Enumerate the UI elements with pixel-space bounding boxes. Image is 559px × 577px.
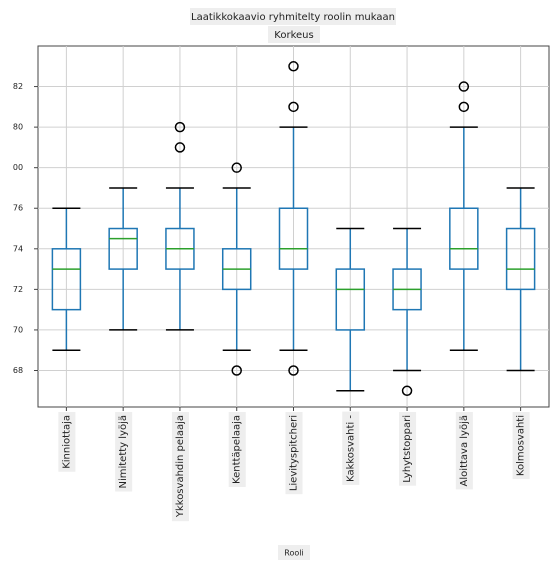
x-tick-label-group: Aloittava lyöjä bbox=[455, 412, 473, 490]
x-label-bg bbox=[278, 545, 310, 560]
x-tick-label-bg bbox=[171, 412, 189, 522]
x-tick-label-bg bbox=[58, 412, 76, 472]
y-tick-label: 72 bbox=[13, 285, 23, 294]
y-tick-label: 82 bbox=[13, 82, 23, 91]
x-tick-label: Kolmosvahti bbox=[516, 415, 527, 476]
x-tick-label-group: Kenttäpelaaja bbox=[228, 412, 246, 487]
x-tick-label-group: Kakkosvahti - bbox=[342, 411, 360, 485]
x-tick-label: Lyhytstoppari bbox=[402, 415, 413, 483]
outlier bbox=[231, 365, 242, 376]
box bbox=[505, 227, 536, 291]
x-tick-label: Aloittava lyöjä bbox=[459, 415, 470, 486]
x-tick-label: Kinniottaja bbox=[61, 415, 72, 469]
x-tick-label-bg bbox=[399, 412, 417, 486]
box bbox=[335, 268, 366, 331]
y-tick-label: 74 bbox=[13, 244, 23, 253]
x-tick-label-group: Nimitetty lyöjä bbox=[115, 412, 133, 492]
y-tick-label: 70 bbox=[13, 325, 23, 334]
x-tick-label-group: Kolmosvahti bbox=[512, 412, 530, 480]
x-tick-label-bg bbox=[455, 412, 473, 490]
outlier bbox=[401, 385, 413, 397]
x-tick-label-bg bbox=[512, 412, 530, 480]
x-tick-label-group: Lievityspitcheri bbox=[285, 412, 303, 495]
outlier bbox=[174, 121, 186, 133]
y-tick-label: 80 bbox=[13, 123, 23, 132]
x-tick-label-bg bbox=[115, 412, 133, 492]
outlier bbox=[174, 142, 186, 153]
box bbox=[108, 227, 138, 270]
x-tick-label: Lievityspitcheri bbox=[289, 415, 300, 491]
x-tick-label-bg bbox=[228, 412, 246, 487]
x-tick-label: Kakkosvahti - bbox=[345, 415, 356, 482]
y-tick-label: 00 bbox=[13, 163, 23, 172]
x-tick-label-group: Lyhytstoppari bbox=[399, 412, 417, 486]
x-tick-label: Kenttäpelaaja bbox=[232, 415, 243, 484]
x-tick-label-group: Kinniottaja bbox=[58, 412, 76, 472]
outlier bbox=[231, 162, 242, 173]
x-tick-label: Nimitetty lyöjä bbox=[118, 415, 129, 489]
x-tick-label-bg bbox=[285, 412, 303, 495]
chart-title: Laatikkokaavio ryhmitelty roolin mukaan bbox=[191, 12, 395, 23]
outlier bbox=[458, 101, 470, 113]
title-bg bbox=[190, 8, 396, 25]
x-tick-label-bg bbox=[342, 411, 360, 485]
box bbox=[449, 207, 479, 270]
x-tick-label-group: Ykkosvahdin pelaaja bbox=[171, 412, 189, 522]
box bbox=[51, 248, 82, 311]
chart-subtitle: Korkeus bbox=[274, 30, 313, 41]
y-tick-label: 68 bbox=[13, 366, 23, 375]
subtitle-bg bbox=[268, 26, 320, 43]
box bbox=[278, 207, 309, 270]
outlier bbox=[288, 101, 299, 113]
outlier bbox=[458, 81, 470, 92]
grid bbox=[38, 46, 549, 407]
outlier bbox=[288, 61, 299, 72]
x-tick-label: Ykkosvahdin pelaaja bbox=[175, 415, 186, 518]
x-axis-label: Rooli bbox=[284, 549, 303, 558]
y-tick-label: 76 bbox=[13, 204, 23, 213]
outlier bbox=[288, 365, 299, 376]
